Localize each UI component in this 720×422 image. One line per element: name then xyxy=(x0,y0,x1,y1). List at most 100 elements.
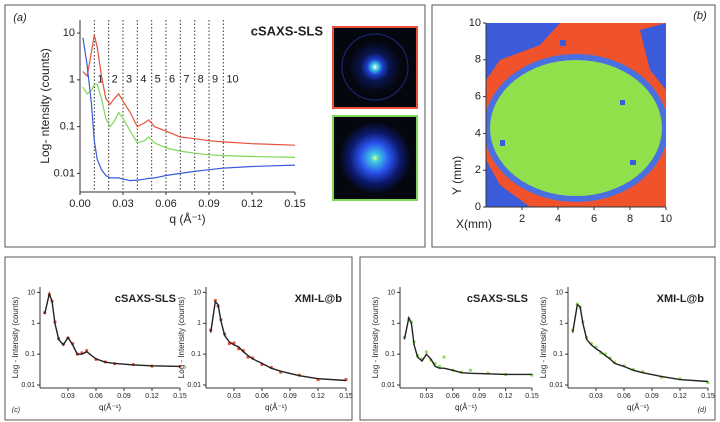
y-axis-label: Log - Intensity (counts) xyxy=(539,296,548,378)
y-tick-label: 10 xyxy=(63,27,75,39)
x-tick-label: 0.12 xyxy=(311,393,325,400)
x-tick-label: 0.06 xyxy=(155,198,176,210)
chart: (c) 0.03 0.06 0.09 0.12 0.15 0.01 0.1 1 10 q(Å⁻¹) L… xyxy=(11,287,187,414)
panel-border xyxy=(4,256,353,421)
diffraction-spot xyxy=(339,122,411,194)
x-tick-label: 0.06 xyxy=(89,393,103,400)
chart-title: cSAXS-SLS xyxy=(251,23,324,38)
y-tick-label: 0.01 xyxy=(187,382,201,389)
x-tick-label: 0.06 xyxy=(446,393,460,400)
data-line xyxy=(572,303,709,383)
peak-label: 6 xyxy=(169,74,175,86)
y-tick-label: 1 xyxy=(31,320,35,327)
x-tick-label: 0.15 xyxy=(173,393,187,400)
x-tick-label: 0.09 xyxy=(283,393,297,400)
panel-label: (b) xyxy=(693,10,707,22)
y-tick-label: 10 xyxy=(193,289,201,296)
map-region xyxy=(490,60,662,196)
peak-label: 5 xyxy=(155,74,161,86)
peak-label: 2 xyxy=(112,74,118,86)
chart: (d) 0.03 0.06 0.09 0.12 0.15 0.01 0.1 1 10 q(Å⁻¹) L… xyxy=(539,287,715,414)
x-tick-label: 0.09 xyxy=(472,393,486,400)
chart: (a) 0.00 0.03 0.06 0.09 0.12 0.15 0.01 0.1 1 10 q (… xyxy=(13,12,323,226)
panel-border xyxy=(4,4,426,248)
data-line xyxy=(82,83,296,158)
x-tick-label: 0.03 xyxy=(227,393,241,400)
chart-title: XMI-L@b xyxy=(295,293,343,305)
y-tick-label: 2 xyxy=(475,164,481,176)
y-tick-label: 10 xyxy=(27,289,35,296)
y-tick-label: 6 xyxy=(475,91,481,103)
x-axis-label: q(Å⁻¹) xyxy=(455,403,477,412)
x-tick-label: 0.03 xyxy=(61,393,75,400)
x-tick-label: 8 xyxy=(627,213,633,225)
x-tick-label: 0.12 xyxy=(673,393,687,400)
panel-border xyxy=(431,4,716,248)
y-tick-label: 8 xyxy=(475,54,481,66)
x-tick-label: 0.09 xyxy=(117,393,131,400)
y-tick-label: 0.1 xyxy=(385,351,395,358)
data-point xyxy=(442,355,446,359)
x-tick-label: 10 xyxy=(660,213,672,225)
map-region xyxy=(640,23,666,90)
y-tick-label: 4 xyxy=(475,127,481,139)
data-point xyxy=(468,368,472,372)
x-tick-label: 0.12 xyxy=(499,393,513,400)
diffraction-ring xyxy=(341,33,409,101)
chart-title: cSAXS-SLS xyxy=(115,293,176,305)
y-tick-label: 0.01 xyxy=(54,167,75,179)
y-tick-label: 0.01 xyxy=(381,382,395,389)
panel-label: (c) xyxy=(12,407,20,414)
diffraction-spot xyxy=(349,41,401,93)
map-pixel xyxy=(500,140,505,146)
map-pixel xyxy=(560,40,566,46)
x-tick-label: 0.15 xyxy=(339,393,353,400)
y-tick-label: 1 xyxy=(391,320,395,327)
x-tick-label: 0.03 xyxy=(112,198,133,210)
panel-label: (a) xyxy=(13,12,27,24)
data-line xyxy=(403,315,532,376)
x-tick-label: 0.09 xyxy=(198,198,219,210)
x-tick-label: 0.15 xyxy=(525,393,539,400)
data-point xyxy=(424,350,428,354)
map-pixel xyxy=(630,160,636,165)
peak-label: 7 xyxy=(183,74,189,86)
map-region xyxy=(486,23,560,80)
map-region xyxy=(486,160,530,207)
x-axis-label: q(Å⁻¹) xyxy=(99,403,121,412)
y-tick-label: 10 xyxy=(555,289,563,296)
peak-label: 1 xyxy=(97,74,103,86)
x-tick-label: 0.15 xyxy=(284,198,305,210)
x-tick-label: 4 xyxy=(555,213,561,225)
y-tick-label: 10 xyxy=(387,289,395,296)
x-tick-label: 2 xyxy=(519,213,525,225)
chart: (b) 2 4 6 8 10 0 2 4 6 8 10 X(mm) Y (mm) xyxy=(450,10,707,231)
y-axis-label: Log - Intensity (counts) xyxy=(177,296,186,378)
peak-label: 10 xyxy=(226,74,238,86)
x-tick-label: 0.09 xyxy=(645,393,659,400)
peak-label: 8 xyxy=(198,74,204,86)
y-axis-label: Y (mm) xyxy=(450,156,464,195)
chart: 0.03 0.06 0.09 0.12 0.15 0.01 0.1 1 10 q(Å⁻¹) Log … xyxy=(177,287,353,412)
chart-title: cSAXS-SLS xyxy=(467,293,528,305)
y-tick-label: 0.1 xyxy=(60,121,75,133)
panel-label: (d) xyxy=(698,407,707,414)
y-tick-label: 1 xyxy=(197,320,201,327)
x-tick-label: 0.03 xyxy=(420,393,434,400)
y-tick-label: 0 xyxy=(475,201,481,213)
data-line xyxy=(82,37,296,182)
x-tick-label: 0.06 xyxy=(617,393,631,400)
peak-label: 4 xyxy=(140,74,146,86)
map-pixel xyxy=(620,100,625,105)
data-line xyxy=(210,300,347,382)
x-tick-label: 0.03 xyxy=(589,393,603,400)
chart: 0.03 0.06 0.09 0.12 0.15 0.01 0.1 1 10 q(Å⁻¹) Log … xyxy=(371,287,539,412)
x-axis-label: q (Å⁻¹) xyxy=(169,211,205,226)
peak-label: 9 xyxy=(212,74,218,86)
x-tick-label: 0.00 xyxy=(69,198,90,210)
y-axis-label: Log - Intensity (counts) xyxy=(11,296,20,378)
panel-border xyxy=(359,256,716,421)
x-tick-label: 0.12 xyxy=(241,198,262,210)
y-tick-label: 0.1 xyxy=(25,351,35,358)
x-axis-label: q(Å⁻¹) xyxy=(265,403,287,412)
